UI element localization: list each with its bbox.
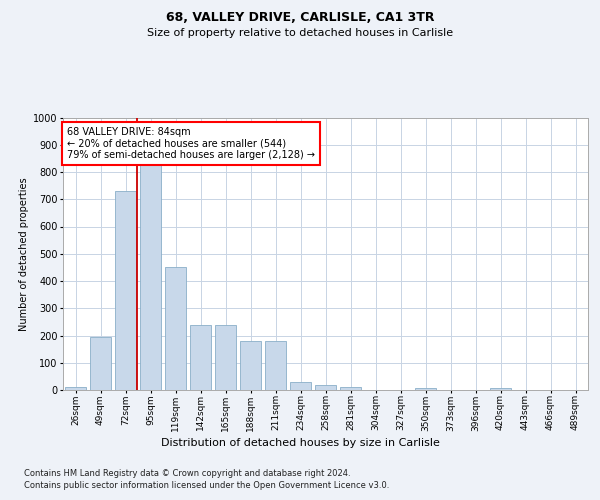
Bar <box>90 337 111 390</box>
Text: Size of property relative to detached houses in Carlisle: Size of property relative to detached ho… <box>147 28 453 38</box>
Text: 68 VALLEY DRIVE: 84sqm
← 20% of detached houses are smaller (544)
79% of semi-de: 68 VALLEY DRIVE: 84sqm ← 20% of detached… <box>67 127 315 160</box>
Bar <box>115 191 136 390</box>
Text: 68, VALLEY DRIVE, CARLISLE, CA1 3TR: 68, VALLEY DRIVE, CARLISLE, CA1 3TR <box>166 11 434 24</box>
Y-axis label: Number of detached properties: Number of detached properties <box>19 177 29 330</box>
Bar <box>190 324 211 390</box>
Bar <box>415 388 436 390</box>
Bar <box>140 162 161 390</box>
Bar <box>65 388 86 390</box>
Bar <box>290 382 311 390</box>
Bar <box>240 342 261 390</box>
Text: Contains HM Land Registry data © Crown copyright and database right 2024.: Contains HM Land Registry data © Crown c… <box>24 469 350 478</box>
Text: Contains public sector information licensed under the Open Government Licence v3: Contains public sector information licen… <box>24 481 389 490</box>
Bar <box>165 268 186 390</box>
Bar <box>265 342 286 390</box>
Text: Distribution of detached houses by size in Carlisle: Distribution of detached houses by size … <box>161 438 439 448</box>
Bar <box>340 386 361 390</box>
Bar <box>490 388 511 390</box>
Bar <box>315 386 336 390</box>
Bar <box>215 324 236 390</box>
